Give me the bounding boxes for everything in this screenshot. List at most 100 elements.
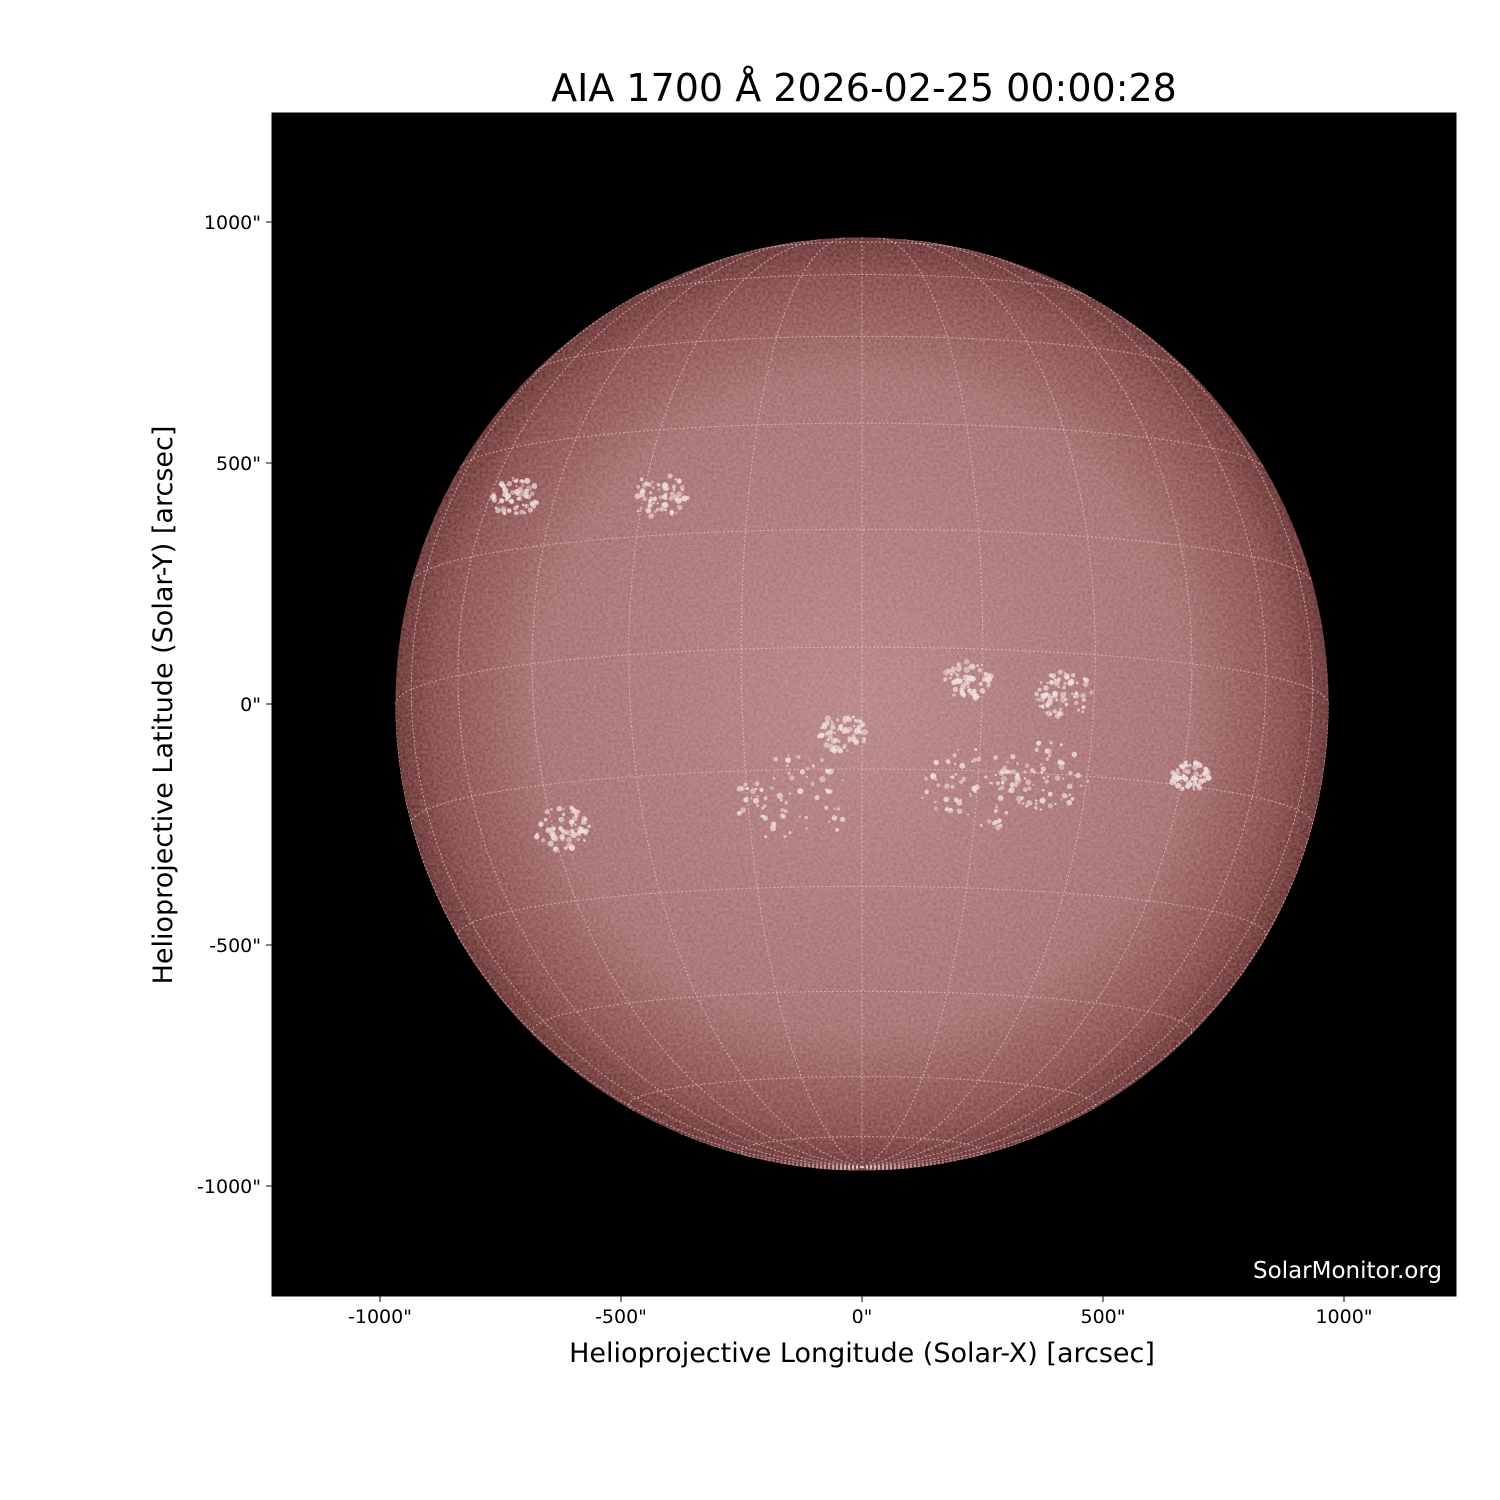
plage-point — [1061, 792, 1068, 799]
plage-point — [1068, 793, 1072, 797]
plage-point — [953, 762, 957, 766]
x-tick-label: 0" — [852, 1306, 873, 1328]
plage-point — [523, 493, 528, 498]
plage-point — [842, 743, 847, 748]
plage-point — [920, 796, 924, 800]
plage-point — [1021, 801, 1025, 805]
plage-point — [1045, 748, 1052, 755]
plage-point — [1044, 702, 1050, 708]
plage-point — [1184, 760, 1188, 764]
plage-point — [1192, 764, 1199, 771]
plage-point — [558, 816, 565, 823]
plage-point — [993, 755, 998, 760]
plage-point — [1192, 787, 1196, 791]
plage-point — [1037, 697, 1042, 702]
plage-point — [1020, 796, 1024, 800]
plage-point — [500, 506, 507, 512]
plage-point — [649, 491, 653, 495]
plage-point — [753, 797, 759, 804]
plage-point — [949, 676, 952, 680]
plage-point — [515, 484, 518, 488]
plage-point — [639, 494, 644, 498]
plage-point — [804, 815, 809, 820]
plage-point — [647, 502, 653, 508]
longitude-line — [678, 1132, 863, 1168]
plage-point — [1188, 763, 1192, 767]
plage-point — [854, 739, 859, 744]
plage-point — [851, 733, 856, 738]
plage-point — [811, 764, 815, 768]
plage-point — [970, 760, 974, 763]
plage-point — [1022, 787, 1028, 793]
plage-point — [1039, 763, 1043, 766]
plage-point — [856, 725, 862, 731]
plage-point — [1182, 776, 1189, 782]
plage-point — [810, 781, 815, 786]
plage-point — [1060, 691, 1067, 698]
plage-point — [945, 759, 951, 764]
plage-point — [969, 663, 976, 670]
plage-point — [736, 785, 743, 792]
plage-point — [784, 801, 788, 805]
plage-point — [861, 728, 869, 736]
watermark: SolarMonitor.org — [1253, 1258, 1442, 1284]
plage-point — [574, 823, 577, 826]
plage-point — [495, 507, 501, 514]
plage-point — [771, 821, 777, 827]
longitude-line — [861, 237, 984, 1168]
plage-point — [820, 758, 825, 763]
plage-point — [976, 664, 979, 667]
plage-point — [788, 831, 792, 835]
plage-point — [1169, 778, 1174, 783]
plage-point — [997, 795, 1004, 802]
plage-point — [570, 810, 574, 814]
plage-point — [1017, 801, 1021, 804]
plage-point — [788, 792, 792, 795]
plage-point — [576, 831, 582, 837]
plage-point — [1037, 740, 1042, 745]
plage-point — [935, 778, 938, 781]
latitude-line — [740, 1136, 984, 1159]
plage-point — [1047, 803, 1053, 809]
plage-point — [552, 832, 556, 836]
plage-point — [1201, 777, 1207, 783]
latitude-line — [535, 335, 1189, 372]
plage-point — [648, 496, 654, 502]
plage-point — [949, 776, 952, 779]
plage-point — [955, 673, 960, 678]
plage-point — [957, 748, 960, 752]
plage-point — [1062, 685, 1066, 690]
plage-point — [1008, 787, 1015, 794]
plage-point — [562, 807, 565, 811]
plage-point — [846, 715, 850, 719]
plage-point — [1064, 702, 1069, 707]
plage-point — [664, 498, 668, 501]
plage-point — [1055, 698, 1059, 702]
plage-point — [672, 488, 676, 492]
plage-point — [1039, 808, 1042, 811]
plage-point — [1024, 763, 1030, 768]
plage-point — [560, 836, 566, 842]
plage-point — [830, 724, 835, 730]
plage-point — [497, 502, 500, 505]
y-tick-label: 0" — [240, 694, 261, 716]
plage-point — [1015, 762, 1020, 766]
plage-point — [1180, 764, 1186, 769]
plage-point — [677, 504, 683, 511]
plage-point — [959, 762, 966, 769]
plage-point — [1081, 705, 1086, 710]
plage-point — [652, 501, 655, 504]
plage-point — [1048, 754, 1051, 758]
plage-point — [835, 718, 840, 722]
plage-point — [997, 787, 1001, 791]
plage-point — [551, 826, 556, 831]
plage-point — [779, 813, 785, 819]
plage-point — [636, 509, 640, 513]
plage-point — [685, 495, 690, 501]
plage-point — [1058, 764, 1065, 770]
plage-point — [639, 489, 646, 495]
plage-point — [750, 788, 757, 795]
plage-point — [952, 686, 959, 693]
plage-point — [1034, 799, 1038, 802]
plage-point — [1057, 669, 1063, 675]
